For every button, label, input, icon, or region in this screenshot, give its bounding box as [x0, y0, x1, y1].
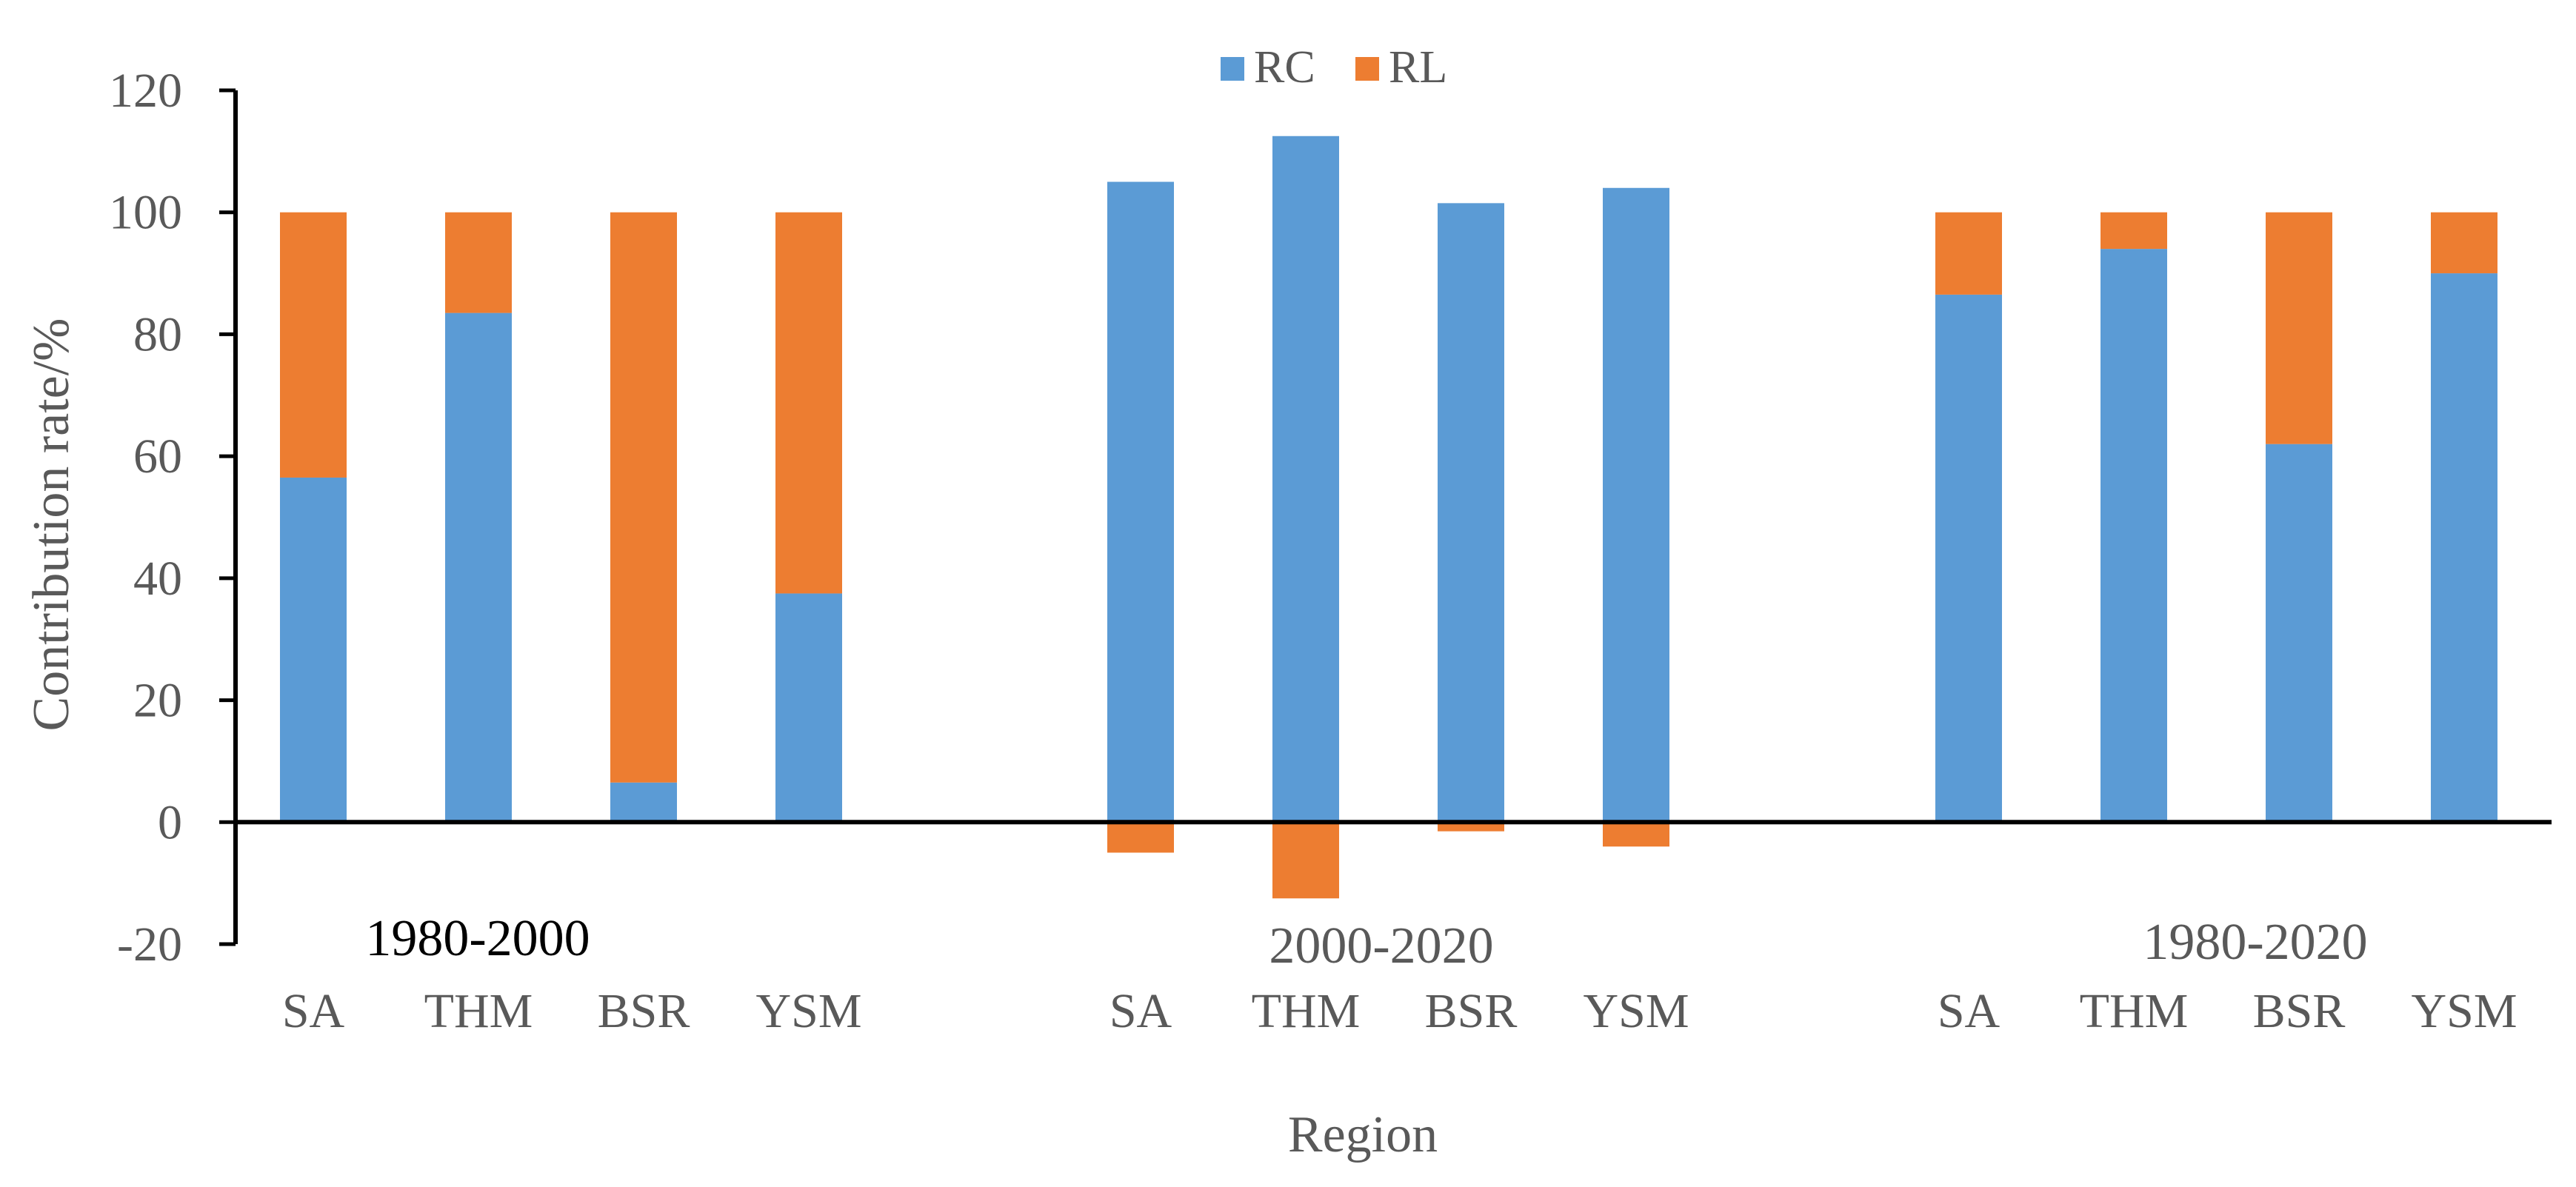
x-category-label: SA — [1938, 984, 2001, 1038]
bar-rc-sa-1980-2020 — [1935, 294, 2002, 823]
x-category-label: YSM — [2411, 984, 2517, 1038]
bar-rl-bsr-2000-2020 — [1438, 822, 1504, 832]
legend-label-rl: RL — [1389, 42, 1447, 93]
period-labels-layer: 1980-2000 2000-2020 1980-2020 — [365, 910, 2367, 974]
y-tick-label: 120 — [109, 64, 182, 118]
bar-rl-bsr-1980-2020 — [2266, 212, 2332, 444]
period-label: 2000-2020 — [1269, 917, 1493, 974]
bar-rc-thm-2000-2020 — [1272, 136, 1339, 823]
x-category-label: YSM — [755, 984, 861, 1038]
x-axis-title: Region — [1288, 1106, 1438, 1163]
bar-rl-sa-1980-2000 — [280, 212, 347, 478]
bar-rl-thm-1980-2000 — [445, 212, 512, 313]
period-label: 1980-2000 — [365, 910, 590, 967]
bar-rl-bsr-1980-2000 — [610, 212, 677, 783]
x-category-label: BSR — [598, 984, 690, 1038]
x-category-label: THM — [424, 984, 533, 1038]
period-label: 1980-2020 — [2143, 914, 2367, 971]
x-category-label: BSR — [1425, 984, 1518, 1038]
bar-rl-sa-1980-2020 — [1935, 212, 2002, 295]
bar-rl-ysm-1980-2000 — [775, 212, 842, 594]
x-category-label: THM — [2080, 984, 2189, 1038]
y-tick-label: 0 — [158, 795, 182, 849]
bar-rc-thm-1980-2020 — [2100, 249, 2167, 823]
bar-rl-thm-1980-2020 — [2100, 212, 2167, 250]
legend-swatch-rc — [1221, 57, 1244, 81]
legend-label-rc: RC — [1254, 42, 1315, 93]
x-category-label: SA — [1110, 984, 1172, 1038]
bars-layer — [280, 136, 2497, 899]
y-axis-title: Contribution rate/% — [23, 318, 80, 732]
bar-rc-bsr-1980-2000 — [610, 782, 677, 823]
bar-rl-sa-2000-2020 — [1107, 822, 1174, 853]
y-tick-label: 100 — [109, 186, 182, 240]
x-category-label: THM — [1252, 984, 1361, 1038]
bar-rc-sa-1980-2000 — [280, 477, 347, 823]
legend-swatch-rl — [1355, 57, 1379, 81]
y-tick-label: 40 — [133, 552, 182, 606]
legend: RC RL — [1221, 42, 1447, 93]
bar-rc-thm-1980-2000 — [445, 312, 512, 823]
bar-rl-thm-2000-2020 — [1272, 822, 1339, 899]
bar-rl-ysm-2000-2020 — [1603, 822, 1669, 847]
y-tick-label: 20 — [133, 674, 182, 728]
x-category-label: BSR — [2253, 984, 2346, 1038]
bar-rc-ysm-1980-2000 — [775, 593, 842, 823]
bar-rc-bsr-2000-2020 — [1438, 203, 1504, 823]
y-tick-label: 80 — [133, 307, 182, 361]
bar-rl-ysm-1980-2020 — [2431, 212, 2497, 274]
y-ticks-layer: -20 0 20 40 60 80 100 120 — [109, 64, 236, 972]
bar-rc-ysm-1980-2020 — [2431, 273, 2497, 823]
x-category-label: SA — [282, 984, 345, 1038]
x-labels-layer: SA THM BSR YSM SA THM BSR YSM SA THM BSR YSM — [282, 984, 2517, 1038]
bar-rc-bsr-1980-2020 — [2266, 444, 2332, 823]
bar-rc-ysm-2000-2020 — [1603, 187, 1669, 823]
y-tick-label: -20 — [117, 917, 182, 972]
bar-rc-sa-2000-2020 — [1107, 181, 1174, 823]
x-category-label: YSM — [1583, 984, 1689, 1038]
y-tick-label: 60 — [133, 429, 182, 484]
